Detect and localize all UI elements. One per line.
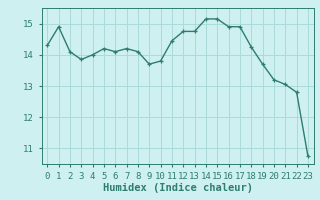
X-axis label: Humidex (Indice chaleur): Humidex (Indice chaleur) [103, 183, 252, 193]
